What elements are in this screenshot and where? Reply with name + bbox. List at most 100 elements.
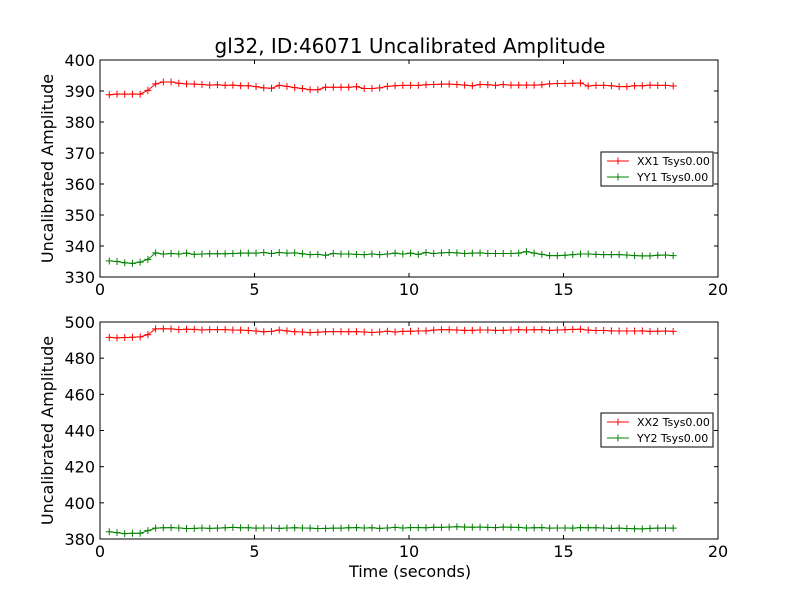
data-point <box>538 81 546 89</box>
data-point <box>136 529 144 537</box>
data-point <box>329 524 337 532</box>
data-point <box>105 257 113 265</box>
data-point <box>437 326 445 334</box>
data-point <box>631 525 639 533</box>
data-point <box>383 250 391 258</box>
x-tick-label: 20 <box>708 280 728 299</box>
data-point <box>522 326 530 334</box>
data-point <box>252 524 260 532</box>
x-tick-label: 20 <box>708 542 728 561</box>
data-point <box>360 328 368 336</box>
data-point <box>275 249 283 257</box>
data-point <box>159 325 167 333</box>
data-point <box>183 80 191 88</box>
legend-label: YY2 Tsys0.00 <box>636 432 708 445</box>
data-point <box>576 250 584 258</box>
data-point <box>484 523 492 531</box>
data-point <box>213 524 221 532</box>
data-point <box>561 326 569 334</box>
data-point <box>661 251 669 259</box>
data-point <box>105 528 113 536</box>
data-point <box>468 523 476 531</box>
data-point <box>159 78 167 86</box>
data-point <box>399 327 407 335</box>
data-point <box>669 252 677 260</box>
data-point <box>229 523 237 531</box>
data-point <box>175 250 183 258</box>
data-point <box>183 249 191 257</box>
data-point <box>561 251 569 259</box>
data-point <box>461 81 469 89</box>
data-point <box>213 81 221 89</box>
data-point <box>237 82 245 90</box>
x-tick-label: 15 <box>553 542 573 561</box>
data-point <box>198 326 206 334</box>
data-point <box>569 251 577 259</box>
data-point <box>492 249 500 257</box>
data-point <box>167 524 175 532</box>
data-point <box>159 524 167 532</box>
data-point <box>121 259 129 267</box>
data-point <box>499 249 507 257</box>
y-tick-label: 380 <box>64 113 95 132</box>
data-point <box>383 327 391 335</box>
subplot-2: 0 5 10 15 20 380 400 420 440 460 480 500 Uncalibrate… <box>38 313 728 561</box>
data-point <box>252 249 260 257</box>
data-point <box>646 81 654 89</box>
data-point <box>584 82 592 90</box>
data-point <box>638 525 646 533</box>
y-tick-label: 370 <box>64 144 95 163</box>
data-point <box>414 327 422 335</box>
data-point <box>522 524 530 532</box>
data-point <box>607 327 615 335</box>
data-point <box>298 85 306 93</box>
data-point <box>507 326 515 334</box>
data-point <box>492 524 500 532</box>
legend-label: XX2 Tsys0.00 <box>637 416 710 429</box>
data-point <box>623 327 631 335</box>
data-point <box>113 258 121 265</box>
data-point <box>453 523 461 531</box>
data-point <box>600 81 608 89</box>
data-point <box>561 524 569 532</box>
data-point <box>128 333 136 341</box>
data-point <box>430 523 438 531</box>
data-point <box>167 325 175 333</box>
data-point <box>484 249 492 257</box>
data-point <box>183 325 191 333</box>
data-point <box>167 78 175 86</box>
legend-marker <box>614 434 622 442</box>
legend-marker <box>614 173 622 181</box>
data-point <box>507 249 515 257</box>
plots-group: 0 5 10 15 20 330 340 350 360 370 380 390 400 Uncalibr… <box>38 51 728 561</box>
data-point <box>414 250 422 258</box>
data-point <box>522 81 530 89</box>
data-point <box>345 524 353 532</box>
data-point <box>623 251 631 259</box>
data-point <box>267 84 275 92</box>
data-point <box>376 251 384 259</box>
data-point <box>198 524 206 532</box>
data-point <box>600 251 608 259</box>
data-point <box>206 250 214 258</box>
data-point <box>445 80 453 88</box>
data-point <box>576 524 584 532</box>
data-point <box>113 334 121 342</box>
data-point <box>414 81 422 89</box>
data-point <box>105 333 113 341</box>
data-point <box>329 328 337 336</box>
data-point <box>345 328 353 336</box>
data-point <box>422 249 430 257</box>
data-point <box>576 325 584 333</box>
data-point <box>329 83 337 91</box>
y-tick-label: 420 <box>64 458 95 477</box>
data-point <box>105 91 113 99</box>
legend-marker <box>614 418 622 426</box>
data-point <box>646 327 654 335</box>
legend-marker <box>614 157 622 165</box>
data-point <box>337 328 345 336</box>
data-point <box>499 523 507 531</box>
data-point <box>283 249 291 257</box>
data-point <box>631 82 639 90</box>
